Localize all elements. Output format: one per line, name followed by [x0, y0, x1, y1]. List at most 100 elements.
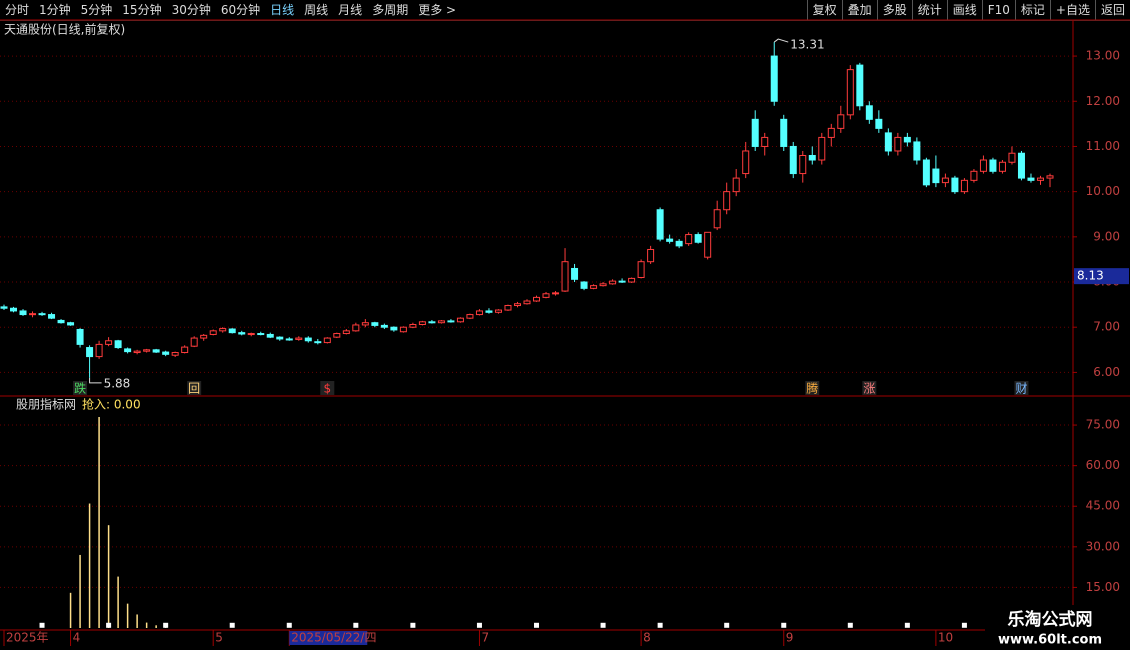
dot — [106, 622, 112, 628]
candle-body — [561, 261, 569, 292]
signal-box — [805, 381, 820, 395]
candle-body — [799, 154, 807, 175]
candle-body — [143, 349, 151, 352]
candle-body — [599, 283, 607, 287]
candle-body — [0, 306, 8, 309]
candle-body — [276, 336, 284, 340]
toolbar-button[interactable]: 多股 — [876, 0, 912, 20]
candle-body — [1027, 177, 1035, 181]
candle-body — [86, 347, 94, 358]
candle-body — [922, 159, 930, 186]
date-label: 9 — [786, 631, 794, 645]
candle-body — [380, 324, 388, 328]
date-label: 10 — [938, 631, 953, 645]
dot — [657, 622, 663, 628]
y-tick-label: 10.00 — [1086, 184, 1120, 198]
candle-body — [76, 328, 84, 345]
candle-body — [466, 314, 474, 319]
candle-body — [913, 141, 921, 161]
toolbar-button[interactable]: 1分钟 — [39, 3, 71, 17]
y-tick-label: 60.00 — [1086, 458, 1120, 472]
dot — [39, 622, 45, 628]
candle-body — [827, 127, 835, 138]
candle-body — [200, 334, 208, 339]
candle-body — [190, 337, 198, 347]
toolbar-button[interactable]: 画线 — [946, 0, 982, 20]
toolbar-button[interactable]: 5分钟 — [80, 3, 113, 17]
toolbar-button[interactable]: 标记 — [1014, 0, 1050, 20]
candle-body — [124, 348, 132, 353]
candle-body — [513, 303, 521, 307]
toolbar-button[interactable]: 更多 > — [418, 3, 457, 17]
candle-body — [333, 333, 341, 338]
candle-body — [951, 177, 959, 193]
candle-body — [685, 234, 693, 245]
candle-body — [162, 351, 170, 355]
y-tick-label: 7.00 — [1093, 320, 1120, 334]
period-tabs: 分时 1分钟 5分钟 15分钟 30分钟 60分钟 日线 周线 月线 多周期 更多 > — [0, 0, 461, 20]
toolbar-button[interactable]: F10 — [981, 0, 1015, 20]
toolbar-button[interactable]: 周线 — [304, 3, 329, 17]
signal-box — [73, 381, 88, 395]
candle-body — [694, 234, 702, 243]
toolbar-button[interactable]: 多周期 — [372, 3, 409, 17]
toolbar-button[interactable]: 15分钟 — [122, 3, 162, 17]
candle-body — [114, 340, 122, 349]
candle-body — [1036, 177, 1044, 181]
candle-body — [770, 55, 778, 102]
candle-body — [304, 337, 312, 342]
dot — [904, 622, 910, 628]
candle-body — [856, 64, 864, 107]
candle-body — [732, 177, 740, 193]
candle-body — [1046, 175, 1054, 179]
candle-body — [219, 328, 227, 332]
candle-body — [105, 340, 113, 345]
toolbar-button[interactable]: 返回 — [1094, 0, 1130, 20]
candle-body — [932, 168, 940, 184]
candle-body — [295, 337, 303, 340]
candle-body — [998, 161, 1006, 172]
toolbar-button[interactable]: 日线 — [270, 3, 295, 17]
toolbar-button[interactable]: 30分钟 — [171, 3, 211, 17]
candle-body — [409, 324, 417, 328]
candle-body — [494, 309, 502, 313]
candle-body — [846, 69, 854, 116]
toolbar-button[interactable]: 分时 — [5, 3, 30, 17]
high-label: 13.31 — [790, 38, 824, 52]
y-tick-label: 15.00 — [1086, 580, 1120, 594]
candle-body — [865, 105, 873, 120]
toolbar-button[interactable]: +自选 — [1049, 0, 1095, 20]
candle-body — [808, 154, 816, 161]
tool-buttons: 复权 叠加 多股 统计 画线 F10 标记 +自选 返回 — [806, 0, 1130, 20]
high-arrow — [773, 38, 789, 43]
candle-body — [57, 319, 65, 324]
date-label: 5 — [215, 631, 223, 645]
toolbar-button[interactable]: 统计 — [911, 0, 947, 20]
candle-body — [475, 310, 483, 316]
toolbar-button[interactable]: 复权 — [806, 0, 842, 20]
candle-body — [504, 305, 512, 311]
toolbar-button[interactable]: 60分钟 — [220, 3, 261, 17]
candle-body — [618, 280, 626, 283]
dot — [163, 622, 169, 628]
candle-body — [95, 343, 103, 358]
toolbar-button[interactable]: 叠加 — [841, 0, 877, 20]
candle-body — [399, 326, 407, 333]
signal-box — [320, 381, 335, 395]
candle-body — [29, 313, 37, 316]
candle-body — [133, 350, 141, 354]
y-tick-label: 13.00 — [1086, 49, 1120, 63]
candle-body — [742, 150, 750, 175]
y-tick-label: 9.00 — [1093, 229, 1120, 243]
toolbar-button[interactable]: 月线 — [338, 3, 363, 17]
candle-body — [266, 333, 274, 338]
watermark-title: 乐淘公式网 — [1008, 609, 1093, 630]
candle-body — [181, 346, 189, 354]
date-label: 8 — [643, 631, 651, 645]
candle-body — [875, 118, 883, 129]
dot — [781, 622, 787, 628]
signal-box — [1014, 381, 1029, 395]
signal-label: 涨 — [863, 381, 875, 396]
candle-body — [418, 321, 426, 326]
